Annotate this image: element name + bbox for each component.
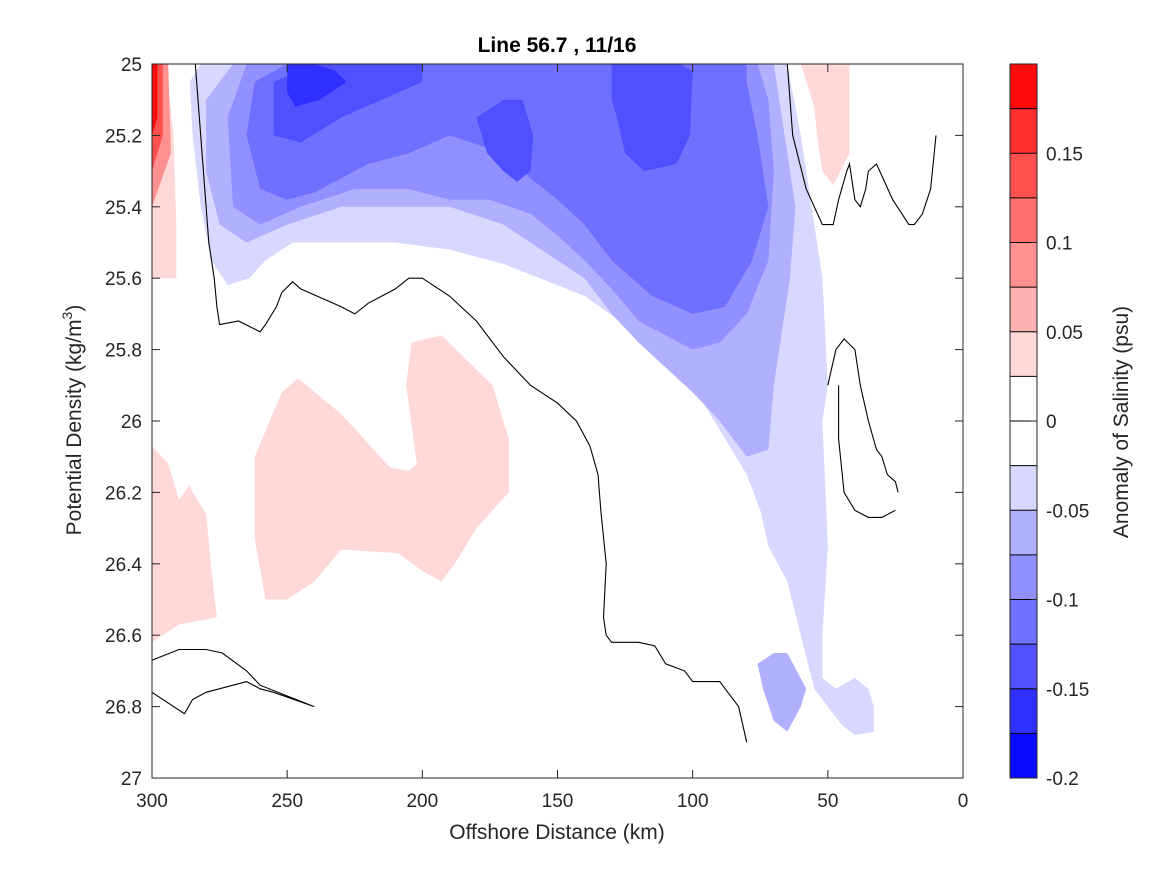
y-tick-label: 26 [121,412,142,433]
colorbar-tick-label: 0.15 [1046,144,1083,165]
y-tick-label: 25.4 [105,198,142,219]
y-tick-label: 25.6 [105,269,142,290]
y-tick-label: 26.4 [105,555,142,576]
zero-contour-line-3 [827,338,899,493]
x-tick-label: 50 [817,791,838,812]
colorbar-segment [1010,242,1037,288]
colorbar-tick-label: 0.1 [1046,234,1072,255]
y-tick-label: 27 [121,769,142,790]
colorbar-segment [1010,644,1037,689]
axis-tick-layer: 300 250 200 150 100 50 0 25 25.2 25.4 25.6 25.8 26 26… [105,55,968,812]
zero-contour-line-2 [786,64,937,226]
y-tick-label: 26.8 [105,698,142,719]
colorbar-segment [1010,554,1037,600]
colorbar-tick-label: 0.05 [1046,323,1083,344]
y-axis-label: Potential Density (kg/m3) [59,305,86,536]
contour-region-13 [611,64,693,172]
colorbar-segment [1010,688,1037,734]
y-tick-label: 25.8 [105,341,142,362]
x-axis-label: Offshore Distance (km) [449,821,665,844]
x-tick-label: 300 [136,791,168,812]
y-tick-label: 25 [121,55,142,76]
contour-region-4 [152,446,217,643]
contour-region-16 [757,653,807,732]
y-axis-label-close: ) [63,305,86,312]
colorbar-segment [1010,287,1037,332]
contour-fill-layer [152,64,874,736]
colorbar-segment [1010,465,1037,511]
colorbar-tick-label: -0.05 [1046,501,1089,522]
contour-region-15 [703,563,723,636]
y-axis-label-main: Potential Density (kg/m [63,319,86,535]
chart-title: Line 56.7 , 11/16 [478,34,637,57]
colorbar-segment [1010,376,1037,421]
contour-line-layer [152,64,937,743]
y-axis-label-superscript: 3 [59,311,75,319]
zero-contour-line-1 [152,648,315,715]
colorbar-segment [1010,510,1037,555]
contour-region-12 [476,99,534,182]
colorbar-tick-label: -0.1 [1046,591,1079,612]
colorbar-segment [1010,64,1037,109]
contour-region-5 [254,335,509,600]
contour-region-3 [152,64,158,136]
colorbar-tick-label: -0.15 [1046,680,1089,701]
zero-contour-line-0 [194,64,748,743]
y-tick-label: 26.6 [105,626,142,647]
x-tick-label: 200 [406,791,438,812]
y-tick-label: 25.2 [105,126,142,147]
contour-region-6 [800,64,853,186]
x-tick-label: 250 [271,791,303,812]
zero-contour-line-4 [838,385,896,518]
colorbar-segment [1010,599,1037,645]
x-tick-label: 150 [542,791,574,812]
colorbar-segment [1010,733,1037,778]
colorbar-label: Anomaly of Salinity (psu) [1110,306,1133,538]
x-tick-label: 100 [677,791,709,812]
contour-region-14 [287,64,347,107]
colorbar-segment [1010,421,1037,466]
colorbar-segment [1010,108,1037,154]
colorbar-tick-label: -0.2 [1046,769,1079,790]
colorbar-segment [1010,197,1037,243]
y-tick-label: 26.2 [105,483,142,504]
colorbar-tick-label: 0 [1046,412,1057,433]
colorbar: -0.2 -0.15 -0.1 -0.05 0 0.05 0.1 0.15 [1009,63,1089,790]
colorbar-segment [1010,153,1037,198]
colorbar-segment [1010,331,1037,377]
x-tick-label: 0 [958,791,969,812]
